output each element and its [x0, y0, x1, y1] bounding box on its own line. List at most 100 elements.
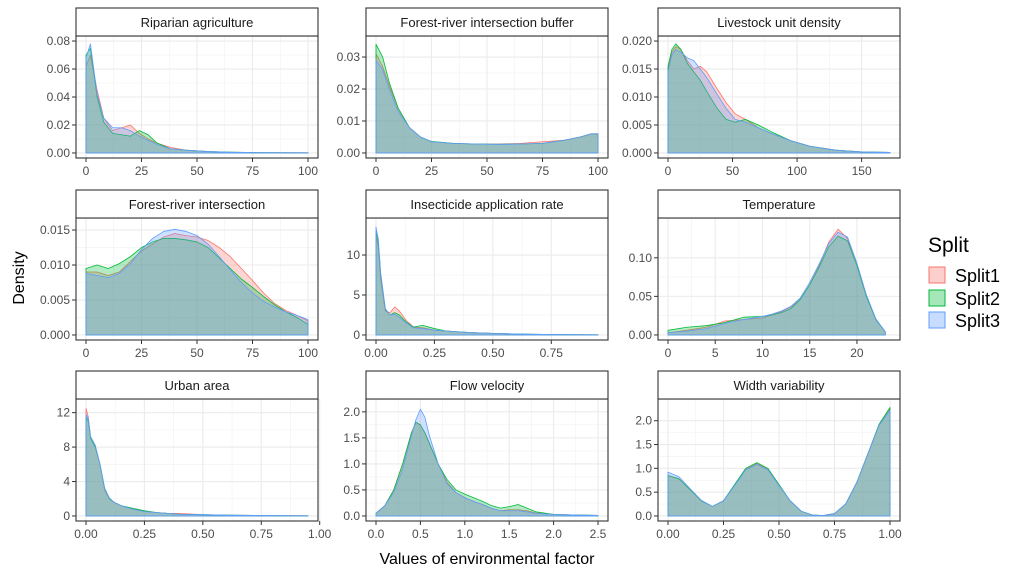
x-tick-label: 0.50: [481, 346, 505, 360]
facet-forest-river-intersection: Forest-river intersection 0 25 50 75 100 0.000…: [40, 189, 319, 360]
x-tick-label: 100: [588, 164, 608, 178]
y-axis-title: Density: [11, 251, 28, 304]
facet-forest-river-intersection-buffer: Forest-river intersection buffer 0 25 50 75 1…: [337, 7, 609, 178]
strip-background: [657, 7, 901, 37]
y-tick-label: 0.10: [629, 251, 653, 265]
density-area-split3: [667, 409, 891, 517]
strip-background: [75, 189, 319, 219]
strip-background: [75, 7, 319, 37]
y-tick-label: 0.01: [337, 114, 361, 128]
facet-title: Forest-river intersection: [129, 197, 266, 212]
legend-label-split3: Split3: [955, 311, 1000, 331]
y-tick-label: 0.06: [47, 62, 71, 76]
facet-title: Livestock unit density: [717, 15, 841, 30]
y-tick-label: 0.020: [622, 34, 652, 48]
density-area-split1: [85, 233, 309, 336]
y-tick-label: 0.00: [629, 328, 653, 342]
legend: Split Split1 Split2 Split3: [928, 234, 1000, 331]
y-tick-label: 0.010: [622, 90, 652, 104]
density-area-split3: [375, 226, 599, 336]
x-tick-label: 5: [712, 346, 719, 360]
y-tick-label: 1.0: [635, 461, 652, 475]
x-tick-label: 50: [190, 164, 204, 178]
x-tick-label: 75: [536, 164, 550, 178]
x-tick-label: 0.25: [423, 346, 447, 360]
y-tick-label: 2.0: [635, 414, 652, 428]
y-tick-label: 0: [353, 328, 360, 342]
density-area-split3: [375, 59, 599, 154]
legend-label-split2: Split2: [955, 289, 1000, 309]
y-tick-label: 0.02: [47, 118, 71, 132]
strip-background: [365, 370, 609, 400]
panel-background: [76, 399, 318, 521]
x-tick-label: 1.0: [456, 527, 473, 541]
legend-key-split3: [928, 311, 946, 329]
x-tick-label: 0.25: [133, 527, 157, 541]
y-tick-label: 1.0: [343, 457, 360, 471]
facet-insecticide-application-rate: Insecticide application rate 0.00 0.25 0.50…: [347, 189, 609, 360]
x-tick-label: 0: [83, 346, 90, 360]
x-tick-label: 75: [246, 346, 260, 360]
x-tick-label: 150: [852, 164, 872, 178]
y-tick-label: 0.005: [40, 293, 70, 307]
y-tick-label: 5: [353, 288, 360, 302]
x-tick-label: 10: [756, 346, 770, 360]
facet-livestock-unit-density: Livestock unit density 0 50 100 150 0.000 0.00…: [622, 7, 901, 178]
strip-background: [657, 189, 901, 219]
x-tick-label: 0.75: [823, 527, 847, 541]
x-tick-label: 1.00: [878, 527, 902, 541]
density-area-split3: [85, 43, 309, 154]
strip-background: [365, 7, 609, 37]
facet-title: Insecticide application rate: [410, 197, 563, 212]
y-tick-label: 12: [57, 406, 71, 420]
density-area-split2: [667, 235, 886, 336]
panel-background: [366, 218, 608, 340]
x-tick-label: 50: [726, 164, 740, 178]
x-tick-label: 0.00: [74, 527, 98, 541]
y-tick-label: 0.010: [40, 258, 70, 272]
legend-label-split1: Split1: [955, 266, 1000, 286]
x-tick-label: 20: [850, 346, 864, 360]
x-tick-label: 100: [298, 346, 318, 360]
x-tick-label: 100: [787, 164, 807, 178]
y-tick-label: 10: [347, 248, 361, 262]
y-tick-label: 0: [63, 509, 70, 523]
y-tick-label: 1.5: [343, 431, 360, 445]
facet-title: Temperature: [743, 197, 816, 212]
facet-title: Urban area: [164, 378, 230, 393]
x-tick-label: 50: [480, 164, 494, 178]
x-tick-label: 25: [135, 346, 149, 360]
y-tick-label: 0.04: [47, 90, 71, 104]
y-tick-label: 0.5: [343, 483, 360, 497]
facet-title: Forest-river intersection buffer: [400, 15, 574, 30]
density-area-split3: [667, 231, 886, 336]
x-tick-label: 0.0: [368, 527, 385, 541]
y-tick-label: 0.05: [629, 289, 653, 303]
x-tick-label: 0.50: [191, 527, 215, 541]
facet-temperature: Temperature 0 5 10 15 20 0.00 0.05 0.10: [629, 189, 901, 360]
x-tick-label: 25: [135, 164, 149, 178]
x-tick-label: 0: [665, 346, 672, 360]
x-tick-label: 2.5: [590, 527, 607, 541]
density-area-split3: [85, 413, 309, 517]
x-tick-label: 0.5: [412, 527, 429, 541]
y-tick-label: 0.02: [337, 82, 361, 96]
x-tick-label: 2.0: [545, 527, 562, 541]
y-tick-label: 4: [63, 475, 70, 489]
legend-title: Split: [928, 234, 969, 257]
density-area-split3: [85, 228, 309, 336]
x-tick-label: 1.00: [308, 527, 332, 541]
facet-title: Flow velocity: [450, 378, 525, 393]
facet-riparian-agriculture: Riparian agriculture 0 25 50 75 100 0.00 0.02 0.…: [47, 7, 319, 178]
y-tick-label: 8: [63, 440, 70, 454]
y-tick-label: 0.0: [635, 509, 652, 523]
x-tick-label: 0.50: [767, 527, 791, 541]
strip-background: [657, 370, 901, 400]
y-tick-label: 0.015: [40, 223, 70, 237]
facet-title: Riparian agriculture: [141, 15, 254, 30]
x-tick-label: 0: [665, 164, 672, 178]
panel-background: [658, 218, 900, 340]
y-tick-label: 0.5: [635, 485, 652, 499]
y-tick-label: 2.0: [343, 405, 360, 419]
legend-key-split2: [928, 289, 946, 307]
